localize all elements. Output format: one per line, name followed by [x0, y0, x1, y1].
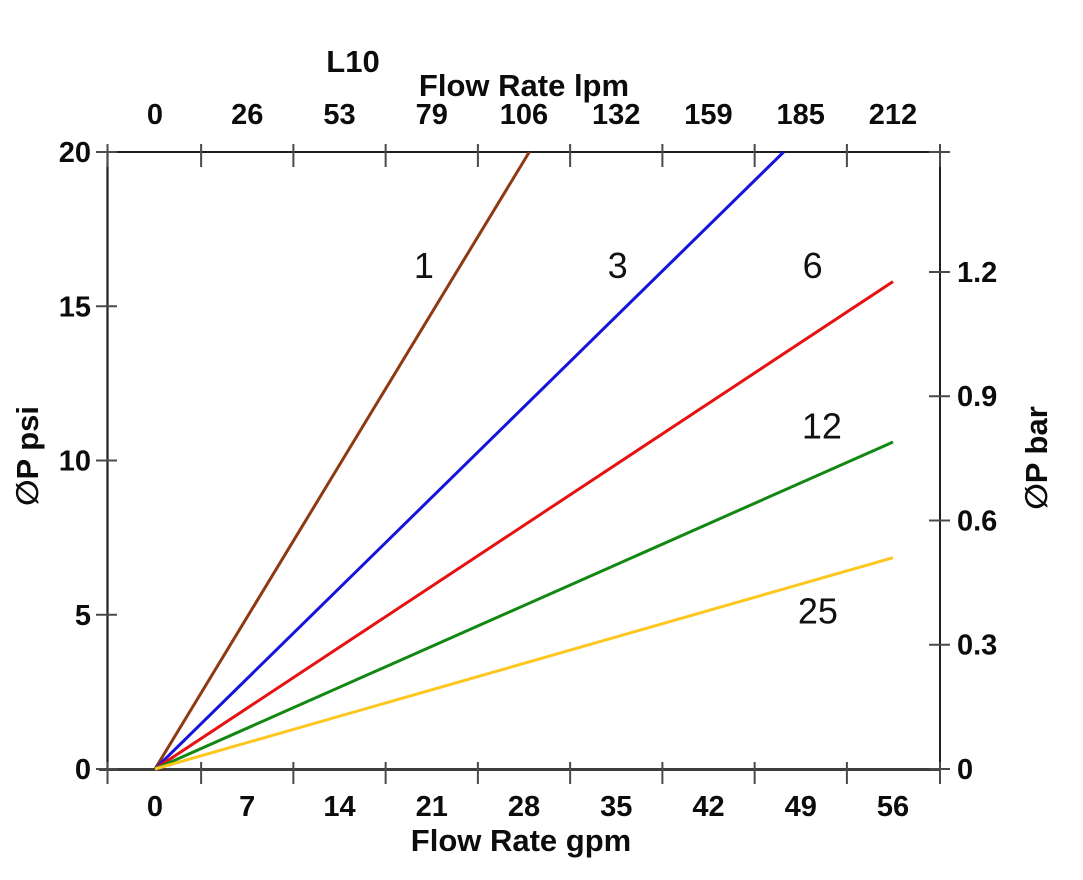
series-label-6: 6: [803, 245, 823, 286]
series-line-6: [154, 280, 894, 771]
series-label-12: 12: [802, 406, 842, 447]
left-axis-tick-label: 5: [75, 600, 91, 632]
bottom-axis-tick-label: 35: [600, 791, 632, 823]
bottom-axis-title: Flow Rate gpm: [410, 823, 632, 858]
left-axis-title: ∅P psi: [10, 405, 45, 507]
bottom-axis-tick-label: 14: [323, 791, 355, 823]
top-axis-tick-label: 132: [592, 99, 640, 131]
top-axis-title: Flow Rate lpm: [418, 68, 630, 103]
series-label-25: 25: [798, 591, 838, 632]
left-axis-tick-label: 0: [75, 754, 91, 786]
series-label-1: 1: [414, 245, 434, 286]
top-axis-tick-label: 0: [147, 99, 163, 131]
bottom-axis-tick-label: 42: [692, 791, 724, 823]
right-axis-tick-label: 0.3: [957, 630, 997, 662]
bottom-axis-tick-label: 49: [785, 791, 817, 823]
bottom-axis-tick-label: 21: [416, 791, 448, 823]
top-axis-tick-label: 26: [231, 99, 263, 131]
right-axis-tick-label: 0.9: [957, 381, 997, 413]
left-axis-tick-label: 10: [59, 446, 91, 478]
bottom-axis-tick-label: 56: [877, 791, 909, 823]
series-line-1: [153, 151, 531, 770]
series-line-25: [154, 556, 894, 771]
series-line-3: [153, 150, 785, 771]
top-axis-tick-label: 79: [416, 99, 448, 131]
right-axis-tick-label: 0.6: [957, 505, 997, 537]
series-label-3: 3: [608, 245, 628, 286]
top-axis-tick-label: 212: [869, 99, 917, 131]
top-axis-tick-label: 106: [500, 99, 548, 131]
top-axis-tick-label: 53: [323, 99, 355, 131]
bottom-axis-tick-label: 0: [147, 791, 163, 823]
top-axis-tick-label: 159: [684, 99, 732, 131]
chart-title: L10: [326, 44, 380, 79]
right-axis-tick-label: 1.2: [957, 257, 997, 289]
bottom-axis-tick-label: 7: [239, 791, 255, 823]
right-axis-title: ∅P bar: [1019, 406, 1054, 510]
bottom-axis-tick-label: 28: [508, 791, 540, 823]
left-axis-tick-label: 15: [59, 291, 91, 323]
left-axis-tick-label: 20: [59, 137, 91, 169]
top-axis-tick-label: 185: [777, 99, 825, 131]
right-axis-tick-label: 0: [957, 754, 973, 786]
series-line-12: [154, 440, 894, 771]
